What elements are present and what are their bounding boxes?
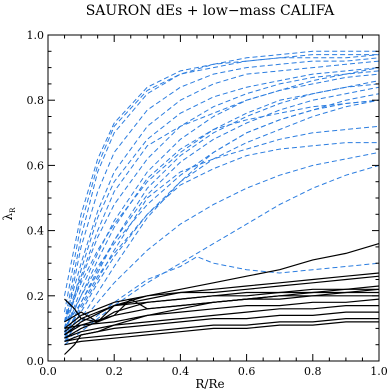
- x-tick-label-4: 0.8: [304, 365, 322, 378]
- ticks-layer: 0.0 0.2 0.4 0.6 0.8 1.0 0.0 0.2 0.4 0.6 0.8 1.0: [27, 29, 388, 378]
- series-line-califa-10: [64, 86, 380, 339]
- y-axis-label-subscript: R: [9, 207, 17, 213]
- series-line-califa-21: [64, 256, 380, 342]
- series-line-califa-3: [64, 54, 380, 296]
- series-line-califa-20: [64, 164, 380, 346]
- series-line-califa-9: [64, 83, 380, 323]
- chart-title: SAURON dEs + low−mass CALIFA: [86, 3, 335, 19]
- series-line-califa-1: [64, 50, 379, 322]
- series-line-califa-11: [64, 93, 380, 329]
- series-line-califa-7: [64, 70, 380, 329]
- x-tick-label-2: 0.4: [172, 365, 190, 378]
- series-line-califa-16: [64, 125, 380, 336]
- series-line-sauron-24: [64, 275, 380, 329]
- series-line-califa-13: [64, 67, 380, 323]
- y-tick-label-4: 0.8: [27, 94, 45, 107]
- series-line-califa-2: [64, 54, 379, 313]
- y-tick-label-5: 1.0: [27, 29, 45, 42]
- x-tick-label-3: 0.6: [238, 365, 256, 378]
- series-line-califa-5: [64, 60, 380, 323]
- y-tick-label-0: 0.0: [27, 355, 45, 368]
- x-tick-label-1: 0.2: [105, 365, 123, 378]
- series-line-sauron-27: [64, 291, 379, 339]
- series-line-sauron-29: [64, 298, 380, 329]
- series-line-califa-17: [64, 99, 380, 342]
- series-line-califa-18: [64, 80, 380, 329]
- series-line-sauron-32: [64, 318, 379, 342]
- series-layer: [64, 50, 380, 355]
- series-line-sauron-34: [64, 288, 380, 355]
- y-axis-label: λR: [1, 207, 17, 221]
- series-line-califa-19: [64, 151, 380, 339]
- series-line-califa-14: [64, 99, 380, 332]
- y-tick-label-1: 0.2: [27, 290, 45, 303]
- series-line-califa-15: [64, 142, 379, 339]
- x-axis-label: R/Re: [195, 377, 224, 391]
- series-line-califa-12: [64, 99, 380, 336]
- x-tick-label-5: 1.0: [370, 365, 388, 378]
- y-axis-label-main: λ: [1, 212, 15, 220]
- y-tick-label-3: 0.6: [27, 159, 45, 172]
- series-line-sauron-33: [64, 321, 379, 346]
- x-tick-label-0: 0.0: [39, 365, 57, 378]
- series-line-sauron-31: [64, 311, 379, 342]
- series-line-califa-6: [64, 67, 380, 336]
- series-line-sauron-30: [64, 305, 379, 339]
- y-tick-label-2: 0.4: [27, 225, 45, 238]
- series-line-sauron-22: [64, 243, 380, 336]
- series-line-sauron-23: [64, 272, 380, 333]
- series-line-califa-4: [64, 57, 380, 329]
- series-line-califa-8: [64, 73, 380, 332]
